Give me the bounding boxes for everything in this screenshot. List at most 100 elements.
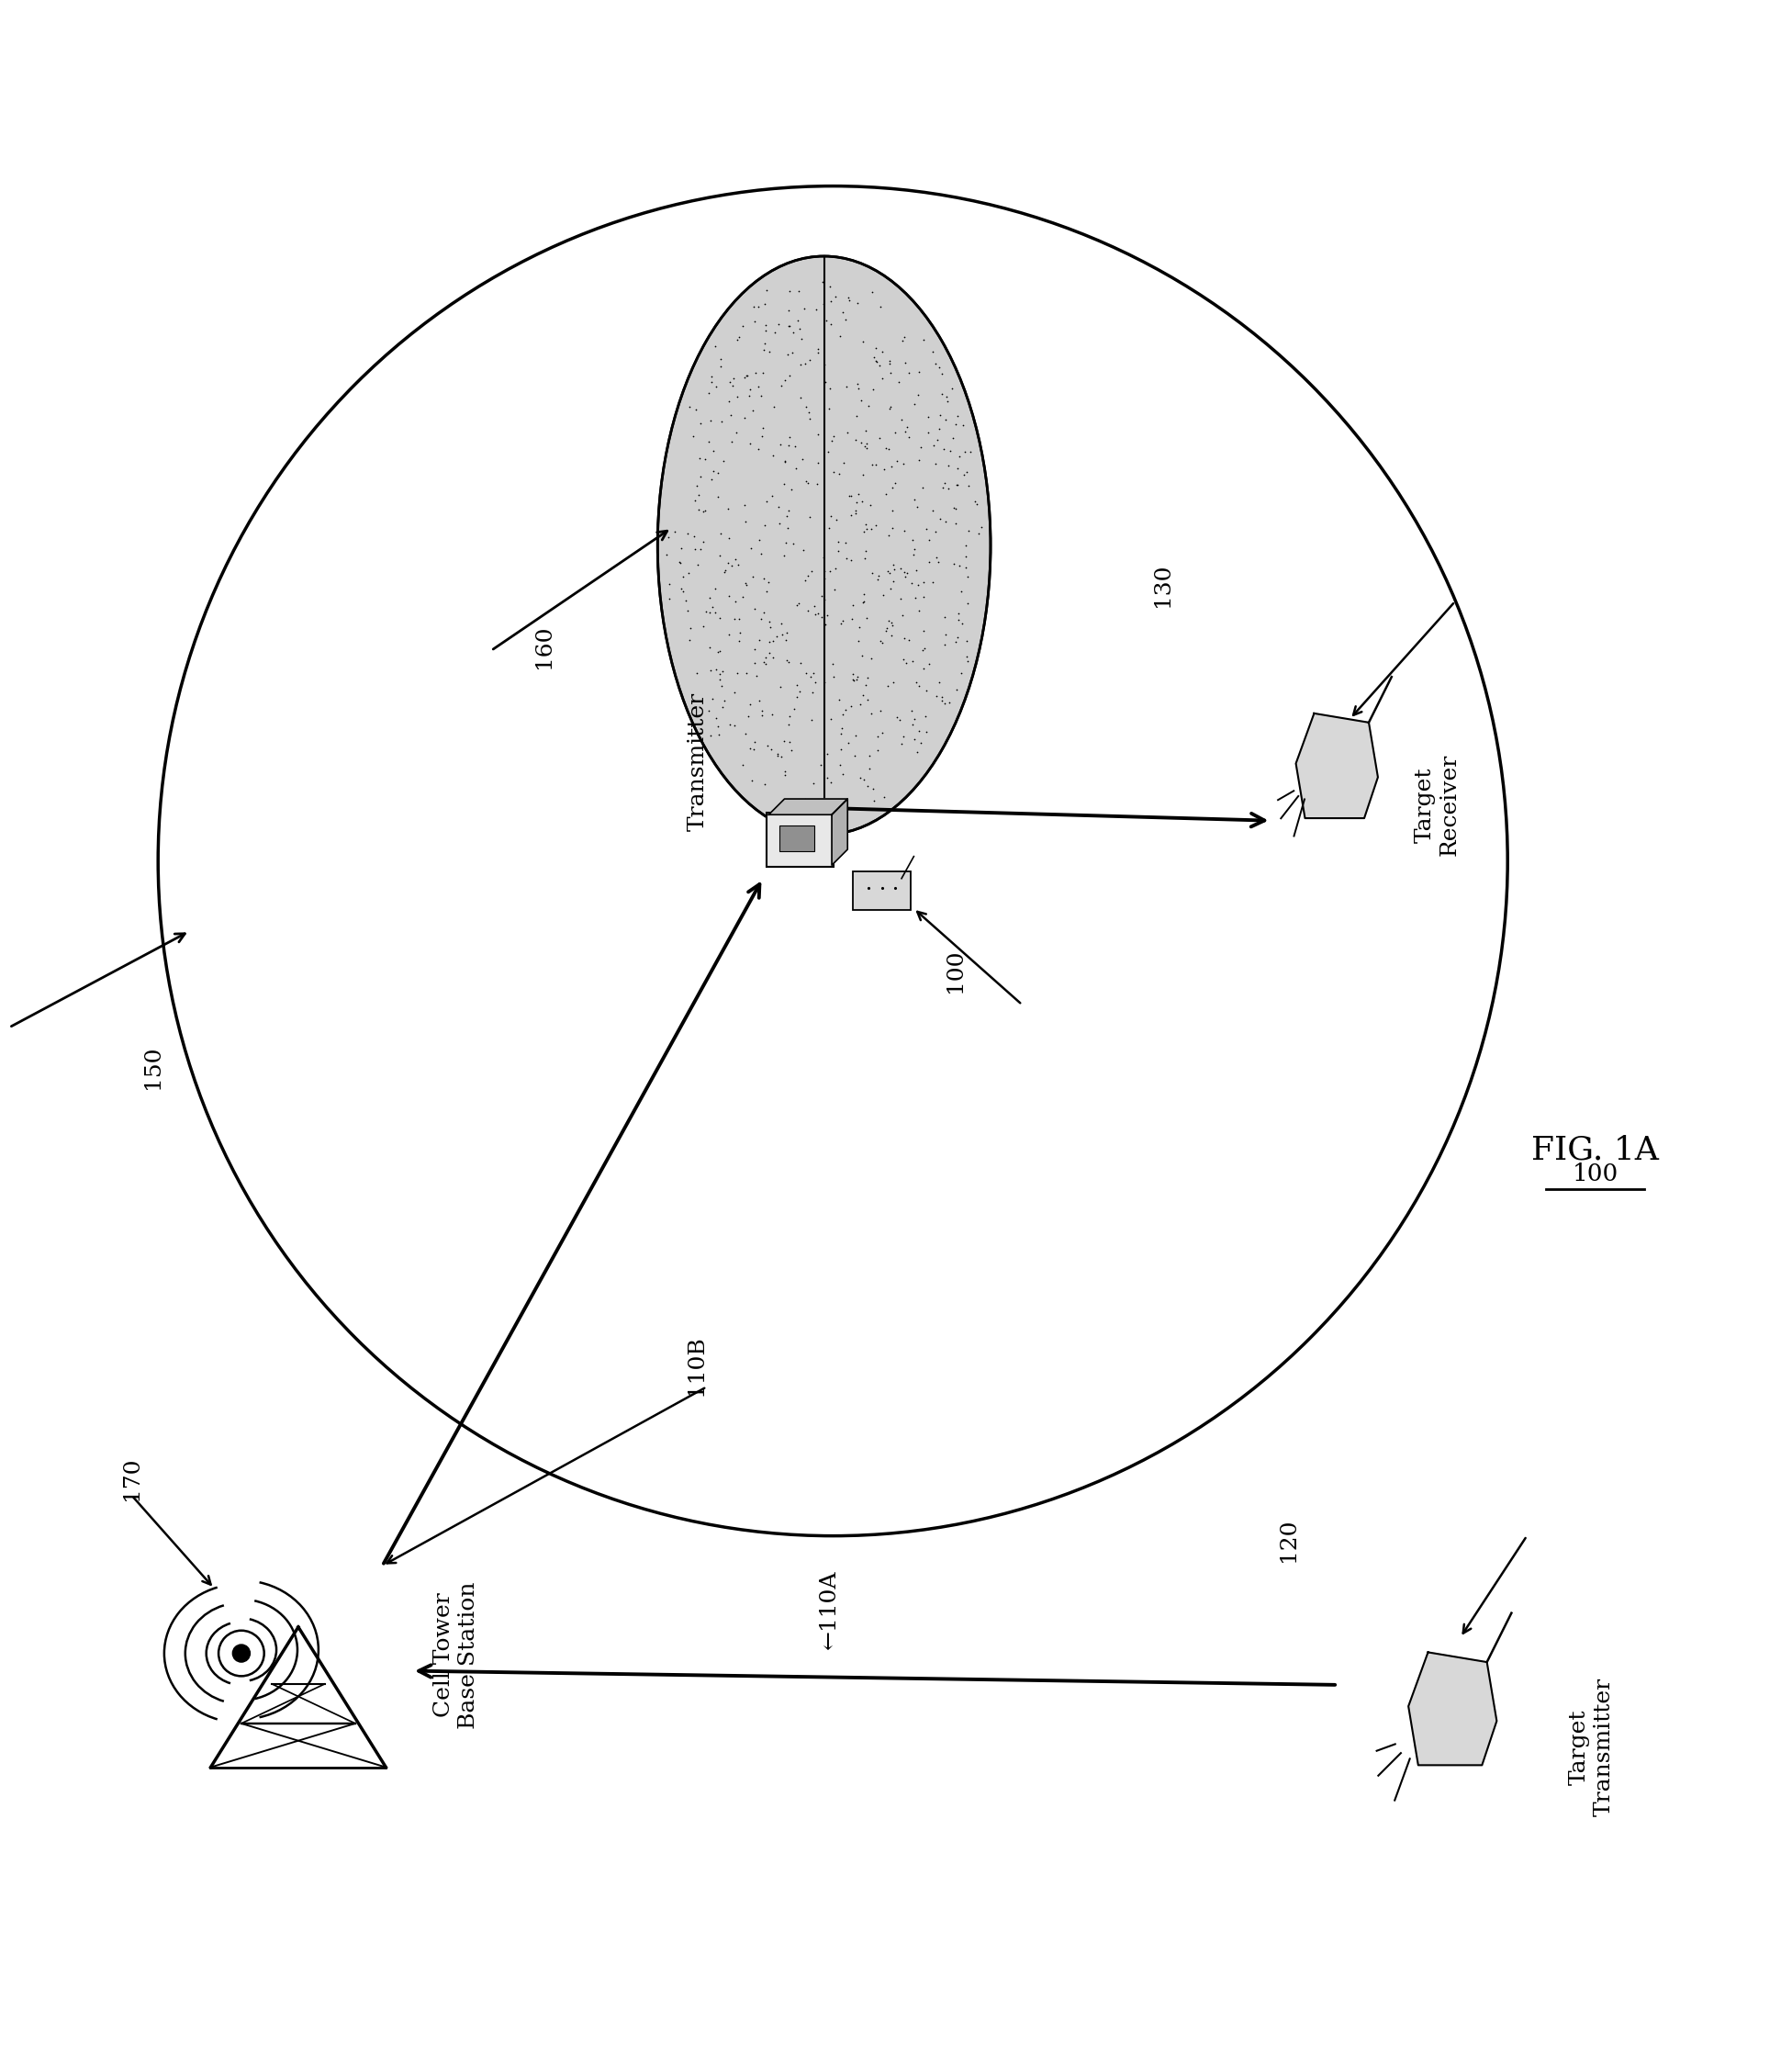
Point (892, 647, 921, 680)
Text: 110B: 110B (686, 1336, 706, 1395)
Point (771, 444, 799, 477)
Point (774, 429, 803, 462)
Point (891, 321, 919, 353)
Point (704, 481, 733, 514)
Point (950, 436, 978, 469)
Point (735, 374, 763, 407)
Point (857, 489, 885, 522)
Point (874, 343, 903, 376)
Point (862, 345, 891, 378)
Point (898, 707, 926, 740)
Polygon shape (1296, 713, 1378, 818)
Point (955, 514, 984, 547)
Point (787, 347, 815, 380)
Point (831, 526, 860, 559)
Point (812, 608, 840, 641)
Point (774, 791, 803, 824)
Point (790, 565, 819, 598)
Point (828, 296, 857, 329)
Point (833, 282, 862, 314)
Point (763, 738, 792, 771)
Point (722, 323, 751, 356)
Point (817, 764, 846, 797)
Point (706, 602, 735, 635)
Point (878, 608, 907, 641)
Point (695, 596, 724, 629)
Point (874, 432, 903, 464)
Point (717, 425, 745, 458)
Point (697, 366, 726, 399)
Point (939, 547, 968, 580)
Point (774, 360, 803, 393)
Point (810, 555, 839, 588)
Point (837, 545, 866, 577)
Point (952, 551, 980, 584)
Point (808, 600, 837, 633)
Point (717, 399, 745, 432)
Point (740, 290, 769, 323)
Point (774, 707, 803, 740)
Point (690, 495, 719, 528)
Point (694, 695, 722, 727)
Point (776, 310, 805, 343)
Point (676, 623, 704, 656)
Point (801, 598, 830, 631)
Point (740, 647, 769, 680)
Point (788, 444, 817, 477)
Point (765, 670, 794, 703)
Point (916, 647, 944, 680)
Point (656, 567, 685, 600)
Point (701, 596, 729, 629)
Point (903, 491, 932, 524)
Point (909, 633, 937, 666)
Point (866, 290, 894, 323)
Point (704, 658, 733, 690)
Polygon shape (831, 799, 848, 865)
Point (853, 682, 882, 715)
Point (944, 440, 973, 473)
Point (898, 524, 926, 557)
Point (866, 421, 894, 454)
Point (701, 701, 729, 734)
Point (891, 514, 919, 547)
Point (715, 366, 744, 399)
Point (953, 469, 982, 501)
Point (801, 590, 830, 623)
Point (939, 421, 968, 454)
Point (810, 288, 839, 321)
Point (923, 423, 952, 456)
Point (828, 699, 857, 732)
Point (848, 678, 876, 711)
Point (914, 524, 943, 557)
Point (952, 641, 980, 674)
Polygon shape (1409, 1652, 1496, 1765)
Point (871, 614, 900, 647)
Point (844, 610, 873, 643)
Point (747, 699, 776, 732)
Point (880, 417, 909, 450)
Point (837, 479, 866, 512)
Point (891, 623, 919, 656)
Point (935, 686, 964, 719)
Point (855, 388, 883, 421)
Point (814, 436, 842, 469)
Point (756, 610, 785, 643)
Point (810, 347, 839, 380)
Point (740, 725, 769, 758)
Point (740, 304, 769, 337)
Point (831, 302, 860, 335)
Point (821, 279, 849, 312)
Point (713, 547, 742, 580)
FancyBboxPatch shape (767, 814, 833, 867)
Text: 100: 100 (1572, 1163, 1618, 1186)
Point (878, 471, 907, 503)
Point (701, 653, 729, 686)
Point (796, 403, 824, 436)
Point (928, 680, 957, 713)
Point (900, 723, 928, 756)
Point (869, 781, 898, 814)
Point (771, 364, 799, 397)
Point (796, 343, 824, 376)
Point (930, 686, 959, 719)
Point (880, 466, 909, 499)
